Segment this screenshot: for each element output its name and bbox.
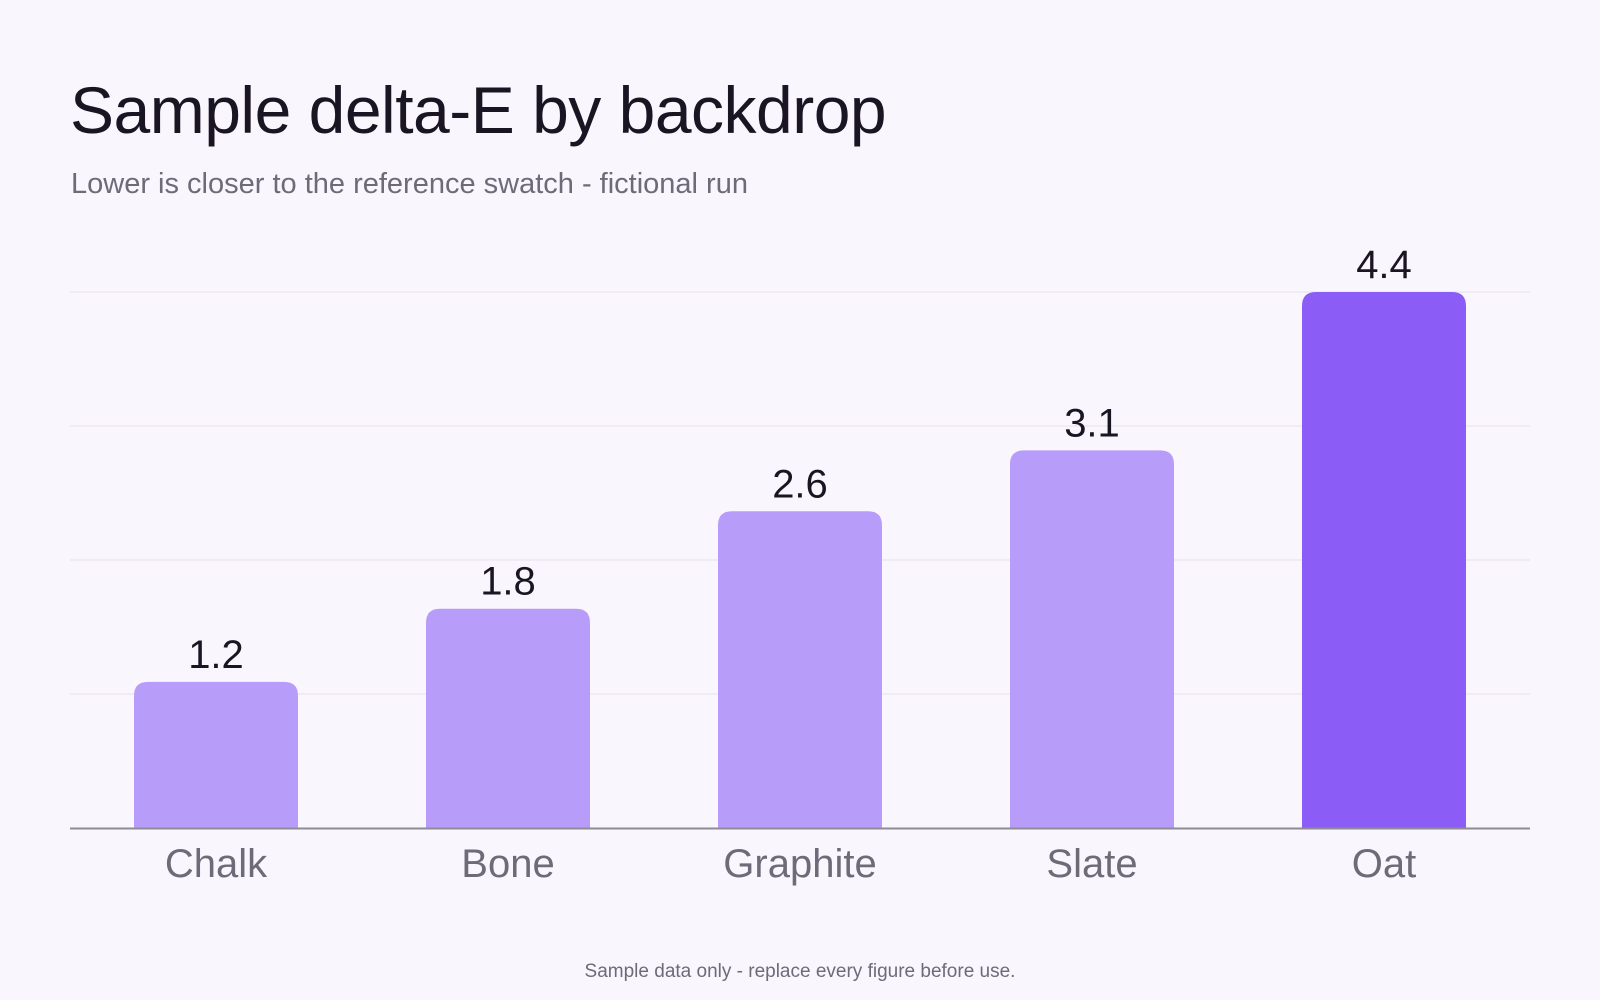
bar-chalk bbox=[134, 681, 298, 828]
chart-subtitle: Lower is closer to the reference swatch … bbox=[71, 168, 748, 200]
bar-graphite bbox=[718, 511, 882, 828]
category-label: Chalk bbox=[165, 842, 268, 886]
bar-bone bbox=[426, 608, 590, 828]
bars bbox=[134, 292, 1466, 828]
value-label: 1.2 bbox=[188, 633, 244, 677]
category-label: Bone bbox=[461, 842, 554, 886]
value-label: 3.1 bbox=[1064, 401, 1120, 445]
value-label: 1.8 bbox=[480, 560, 536, 604]
category-label: Oat bbox=[1352, 842, 1416, 886]
bar-slate bbox=[1010, 450, 1174, 828]
bar-oat bbox=[1302, 292, 1466, 828]
value-label: 4.4 bbox=[1356, 243, 1412, 287]
category-label: Graphite bbox=[723, 842, 876, 886]
category-label: Slate bbox=[1046, 842, 1137, 886]
chart-title: Sample delta-E by backdrop bbox=[70, 73, 887, 147]
value-label: 2.6 bbox=[772, 462, 828, 506]
labels: 1.2 Chalk 1.8 Bone 2.6 Graphite 3.1 Slate 4.4 Oat bbox=[165, 243, 1416, 886]
footnote: Sample data only - replace every figure … bbox=[584, 961, 1016, 982]
